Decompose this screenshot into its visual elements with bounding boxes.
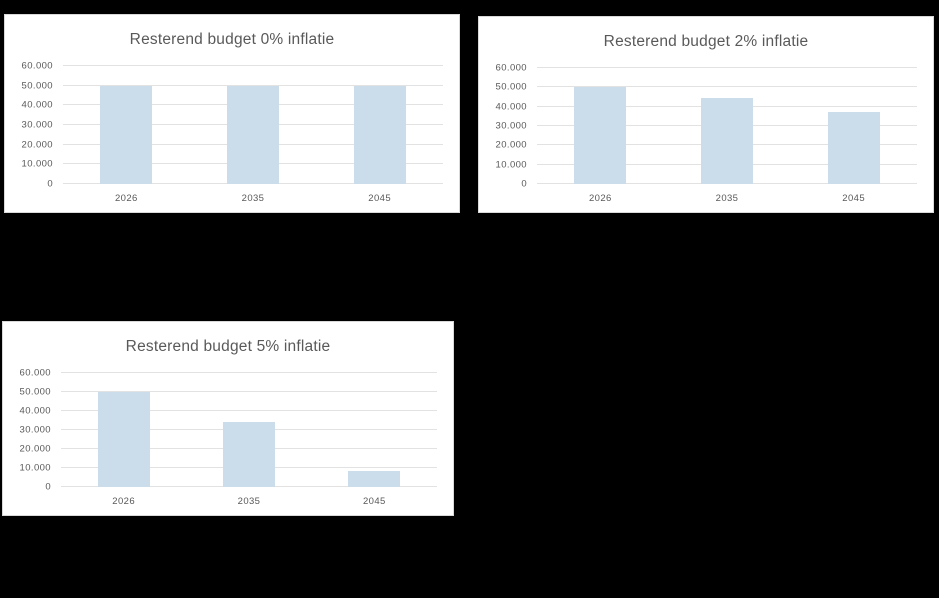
- x-axis-tick-label: 2026: [114, 193, 138, 204]
- x-axis-tick-label: 2045: [368, 193, 392, 204]
- y-axis-tick-label: 0: [47, 178, 53, 190]
- y-axis: 0 10.000 20.000 30.000 40.000 50.000 60.000: [5, 61, 57, 190]
- gridline: [537, 67, 917, 68]
- plot-area: [537, 67, 917, 184]
- y-axis-tick-label: 50.000: [495, 81, 527, 93]
- x-axis-tick-label: 2035: [241, 193, 265, 204]
- x-axis-tick-label: 2026: [588, 193, 612, 204]
- y-axis-tick-label: 30.000: [19, 424, 51, 436]
- y-axis: 0 10.000 20.000 30.000 40.000 50.000 60.000: [479, 63, 531, 190]
- x-axis: 2026 2035 2045: [537, 184, 917, 212]
- y-axis-tick-label: 0: [521, 178, 527, 190]
- gridline: [63, 84, 443, 86]
- chart-panel-0pct-inflatie[interactable]: Resterend budget 0% inflatie 0 10.000 20.0…: [4, 14, 460, 213]
- bar-2035[interactable]: [227, 85, 279, 184]
- plot-area: [63, 65, 443, 184]
- y-axis-tick-label: 10.000: [19, 462, 51, 474]
- bar-2045[interactable]: [353, 85, 406, 184]
- gridline: [61, 372, 437, 373]
- x-axis-tick-label: 2026: [112, 496, 136, 507]
- y-axis-tick-label: 60.000: [19, 367, 51, 379]
- y-axis-tick-label: 10.000: [21, 158, 53, 170]
- gridline: [537, 86, 917, 88]
- y-axis-tick-label: 30.000: [495, 120, 527, 132]
- y-axis-tick-label: 40.000: [495, 101, 527, 113]
- y-axis: 0 10.000 20.000 30.000 40.000 50.000 60.000: [3, 368, 55, 493]
- gridline: [63, 65, 443, 66]
- chart-title: Resterend budget 0% inflatie: [129, 31, 335, 48]
- bar-2026[interactable]: [574, 87, 627, 184]
- bar-2035[interactable]: [701, 97, 753, 184]
- y-axis-tick-label: 0: [45, 481, 51, 493]
- chart-title: Resterend budget 5% inflatie: [125, 338, 331, 355]
- x-axis: 2026 2035 2045: [61, 487, 437, 515]
- plot-area: [61, 372, 437, 487]
- y-axis-tick-label: 20.000: [495, 139, 527, 151]
- bar-2026[interactable]: [97, 392, 150, 487]
- bar-2045[interactable]: [348, 471, 401, 487]
- y-axis-tick-label: 50.000: [21, 80, 53, 92]
- chart-panel-5pct-inflatie[interactable]: Resterend budget 5% inflatie 0 10.000 20.0…: [2, 321, 454, 516]
- y-axis-tick-label: 40.000: [19, 405, 51, 417]
- chart-title: Resterend budget 2% inflatie: [603, 33, 809, 50]
- y-axis-tick-label: 40.000: [21, 99, 53, 111]
- y-axis-tick-label: 10.000: [495, 159, 527, 171]
- y-axis-tick-label: 60.000: [495, 62, 527, 74]
- x-axis-tick-label: 2045: [362, 496, 386, 507]
- y-axis-tick-label: 20.000: [19, 443, 51, 455]
- bar-2026[interactable]: [100, 85, 153, 184]
- x-axis-tick-label: 2045: [842, 193, 866, 204]
- gridline: [61, 410, 437, 412]
- bar-2045[interactable]: [827, 111, 880, 184]
- y-axis-tick-label: 50.000: [19, 386, 51, 398]
- y-axis-tick-label: 30.000: [21, 119, 53, 131]
- y-axis-tick-label: 20.000: [21, 139, 53, 151]
- x-axis-tick-label: 2035: [237, 496, 261, 507]
- x-axis-tick-label: 2035: [715, 193, 739, 204]
- chart-panel-2pct-inflatie[interactable]: Resterend budget 2% inflatie 0 10.000 20.0…: [478, 16, 934, 213]
- y-axis-tick-label: 60.000: [21, 60, 53, 72]
- bar-2035[interactable]: [223, 422, 275, 487]
- gridline: [61, 391, 437, 392]
- x-axis: 2026 2035 2045: [63, 184, 443, 212]
